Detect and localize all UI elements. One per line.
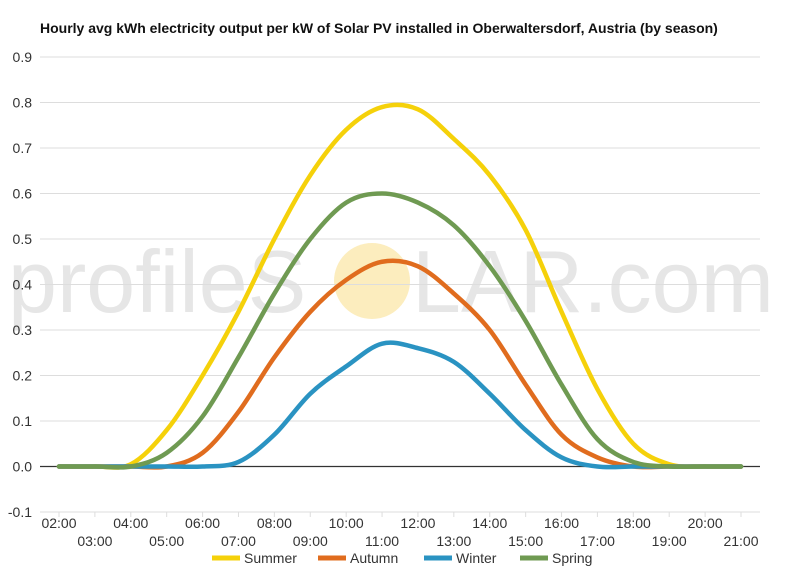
legend-item-autumn[interactable]: Autumn — [318, 550, 398, 566]
y-tick-label: 0.8 — [13, 95, 33, 111]
y-tick-label: -0.1 — [8, 504, 32, 520]
series-line-summer — [56, 102, 744, 470]
x-tick-label: 06:00 — [185, 515, 220, 531]
y-tick-label: 0.5 — [13, 231, 33, 247]
legend-label: Summer — [244, 550, 297, 566]
x-tick-label: 07:00 — [221, 533, 256, 549]
x-tick-label: 17:00 — [580, 533, 615, 549]
y-axis: -0.1 0.0 0.1 0.2 0.3 0.4 0.5 0.6 0.7 0.8 0.9 — [8, 49, 32, 520]
x-tick-label: 03:00 — [77, 533, 112, 549]
legend-item-summer[interactable]: Summer — [212, 550, 297, 566]
series-line-spring — [56, 191, 744, 470]
y-tick-label: 0.3 — [13, 322, 33, 338]
x-tick-label: 19:00 — [652, 533, 687, 549]
gridlines — [40, 56, 760, 513]
x-tick-label: 18:00 — [616, 515, 651, 531]
plot-area — [56, 102, 744, 470]
legend-label: Autumn — [350, 550, 398, 566]
y-tick-label: 0.1 — [13, 413, 33, 429]
chart-title: Hourly avg kWh electricity output per kW… — [40, 20, 718, 36]
x-tick-label: 15:00 — [508, 533, 543, 549]
x-tick-label: 11:00 — [365, 533, 399, 549]
watermark-text-part2: LAR.com — [412, 232, 774, 331]
y-tick-label: 0.2 — [13, 368, 33, 384]
x-tick-label: 14:00 — [472, 515, 507, 531]
legend-item-winter[interactable]: Winter — [424, 550, 497, 566]
y-tick-label: 0.9 — [13, 49, 33, 65]
x-tick-label: 12:00 — [400, 515, 435, 531]
watermark-text-part1: profileS — [8, 232, 306, 331]
y-tick-label: 0.0 — [13, 459, 33, 475]
y-tick-label: 0.7 — [13, 140, 33, 156]
x-tick-label: 09:00 — [293, 533, 328, 549]
legend[interactable]: Summer Autumn Winter Spring — [212, 550, 592, 566]
watermark: profileS LAR.com — [8, 232, 774, 331]
y-tick-label: 0.4 — [13, 277, 33, 293]
x-tick-label: 08:00 — [257, 515, 292, 531]
legend-item-spring[interactable]: Spring — [520, 550, 592, 566]
y-tick-label: 0.6 — [13, 186, 33, 202]
x-tick-label: 13:00 — [436, 533, 471, 549]
series-line-winter — [56, 340, 744, 470]
x-tick-label: 05:00 — [149, 533, 184, 549]
legend-label: Winter — [456, 550, 497, 566]
x-tick-label: 21:00 — [723, 533, 758, 549]
x-tick-label: 04:00 — [113, 515, 148, 531]
x-tick-label: 02:00 — [41, 515, 76, 531]
x-tick-label: 16:00 — [544, 515, 579, 531]
x-axis: 02:0003:0004:0005:0006:0007:0008:0009:00… — [41, 512, 759, 549]
x-tick-label: 10:00 — [329, 515, 364, 531]
legend-label: Spring — [552, 550, 592, 566]
x-tick-label: 20:00 — [688, 515, 723, 531]
